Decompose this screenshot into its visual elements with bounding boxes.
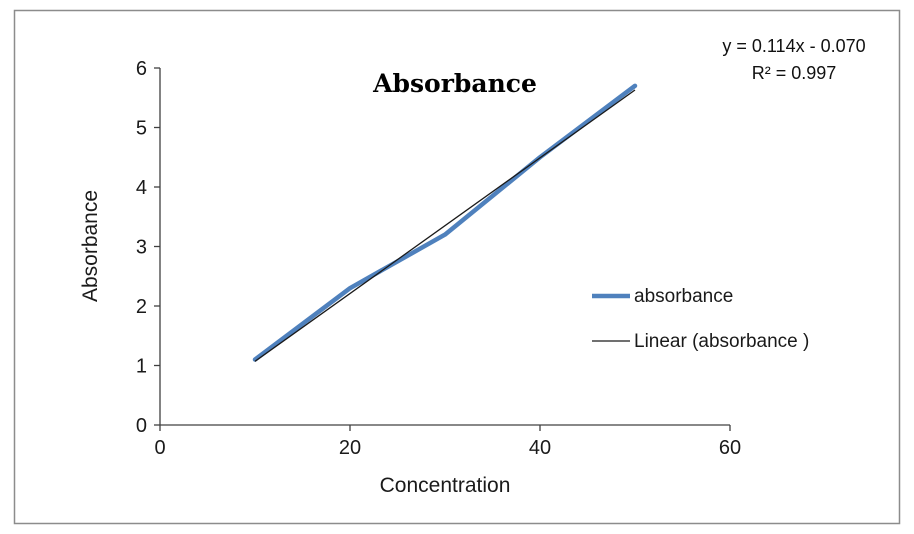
trendline-equation: y = 0.114x - 0.070 [722,36,865,56]
x-tick-label: 40 [529,437,551,459]
y-tick-label: 1 [136,356,147,378]
x-axis-title: Concentration [380,474,511,497]
x-tick-label: 60 [719,437,741,459]
axis-tick-marks [154,67,731,431]
figure-border [13,9,901,525]
legend: absorbance Linear (absorbance ) [592,286,809,352]
x-tick-label: 20 [339,437,361,459]
y-tick-label: 2 [136,296,147,318]
y-tick-label: 6 [136,58,147,80]
y-tick-label: 0 [136,415,147,437]
legend-label-linear: Linear (absorbance ) [634,331,809,352]
axis-tick-labels: 0 20 40 60 0 1 2 3 4 5 6 [136,58,741,459]
linear-trendline [254,89,636,362]
legend-label-absorbance: absorbance [634,286,733,307]
y-axis-title: Absorbance [79,190,102,302]
absorbance-series-line [252,83,638,362]
chart-title: Absorbance [372,69,537,98]
x-tick-label: 0 [154,437,165,459]
y-tick-label: 3 [136,237,147,259]
y-tick-label: 4 [136,177,147,199]
trendline-r-squared: R² = 0.997 [752,63,837,83]
y-tick-label: 5 [136,118,147,140]
